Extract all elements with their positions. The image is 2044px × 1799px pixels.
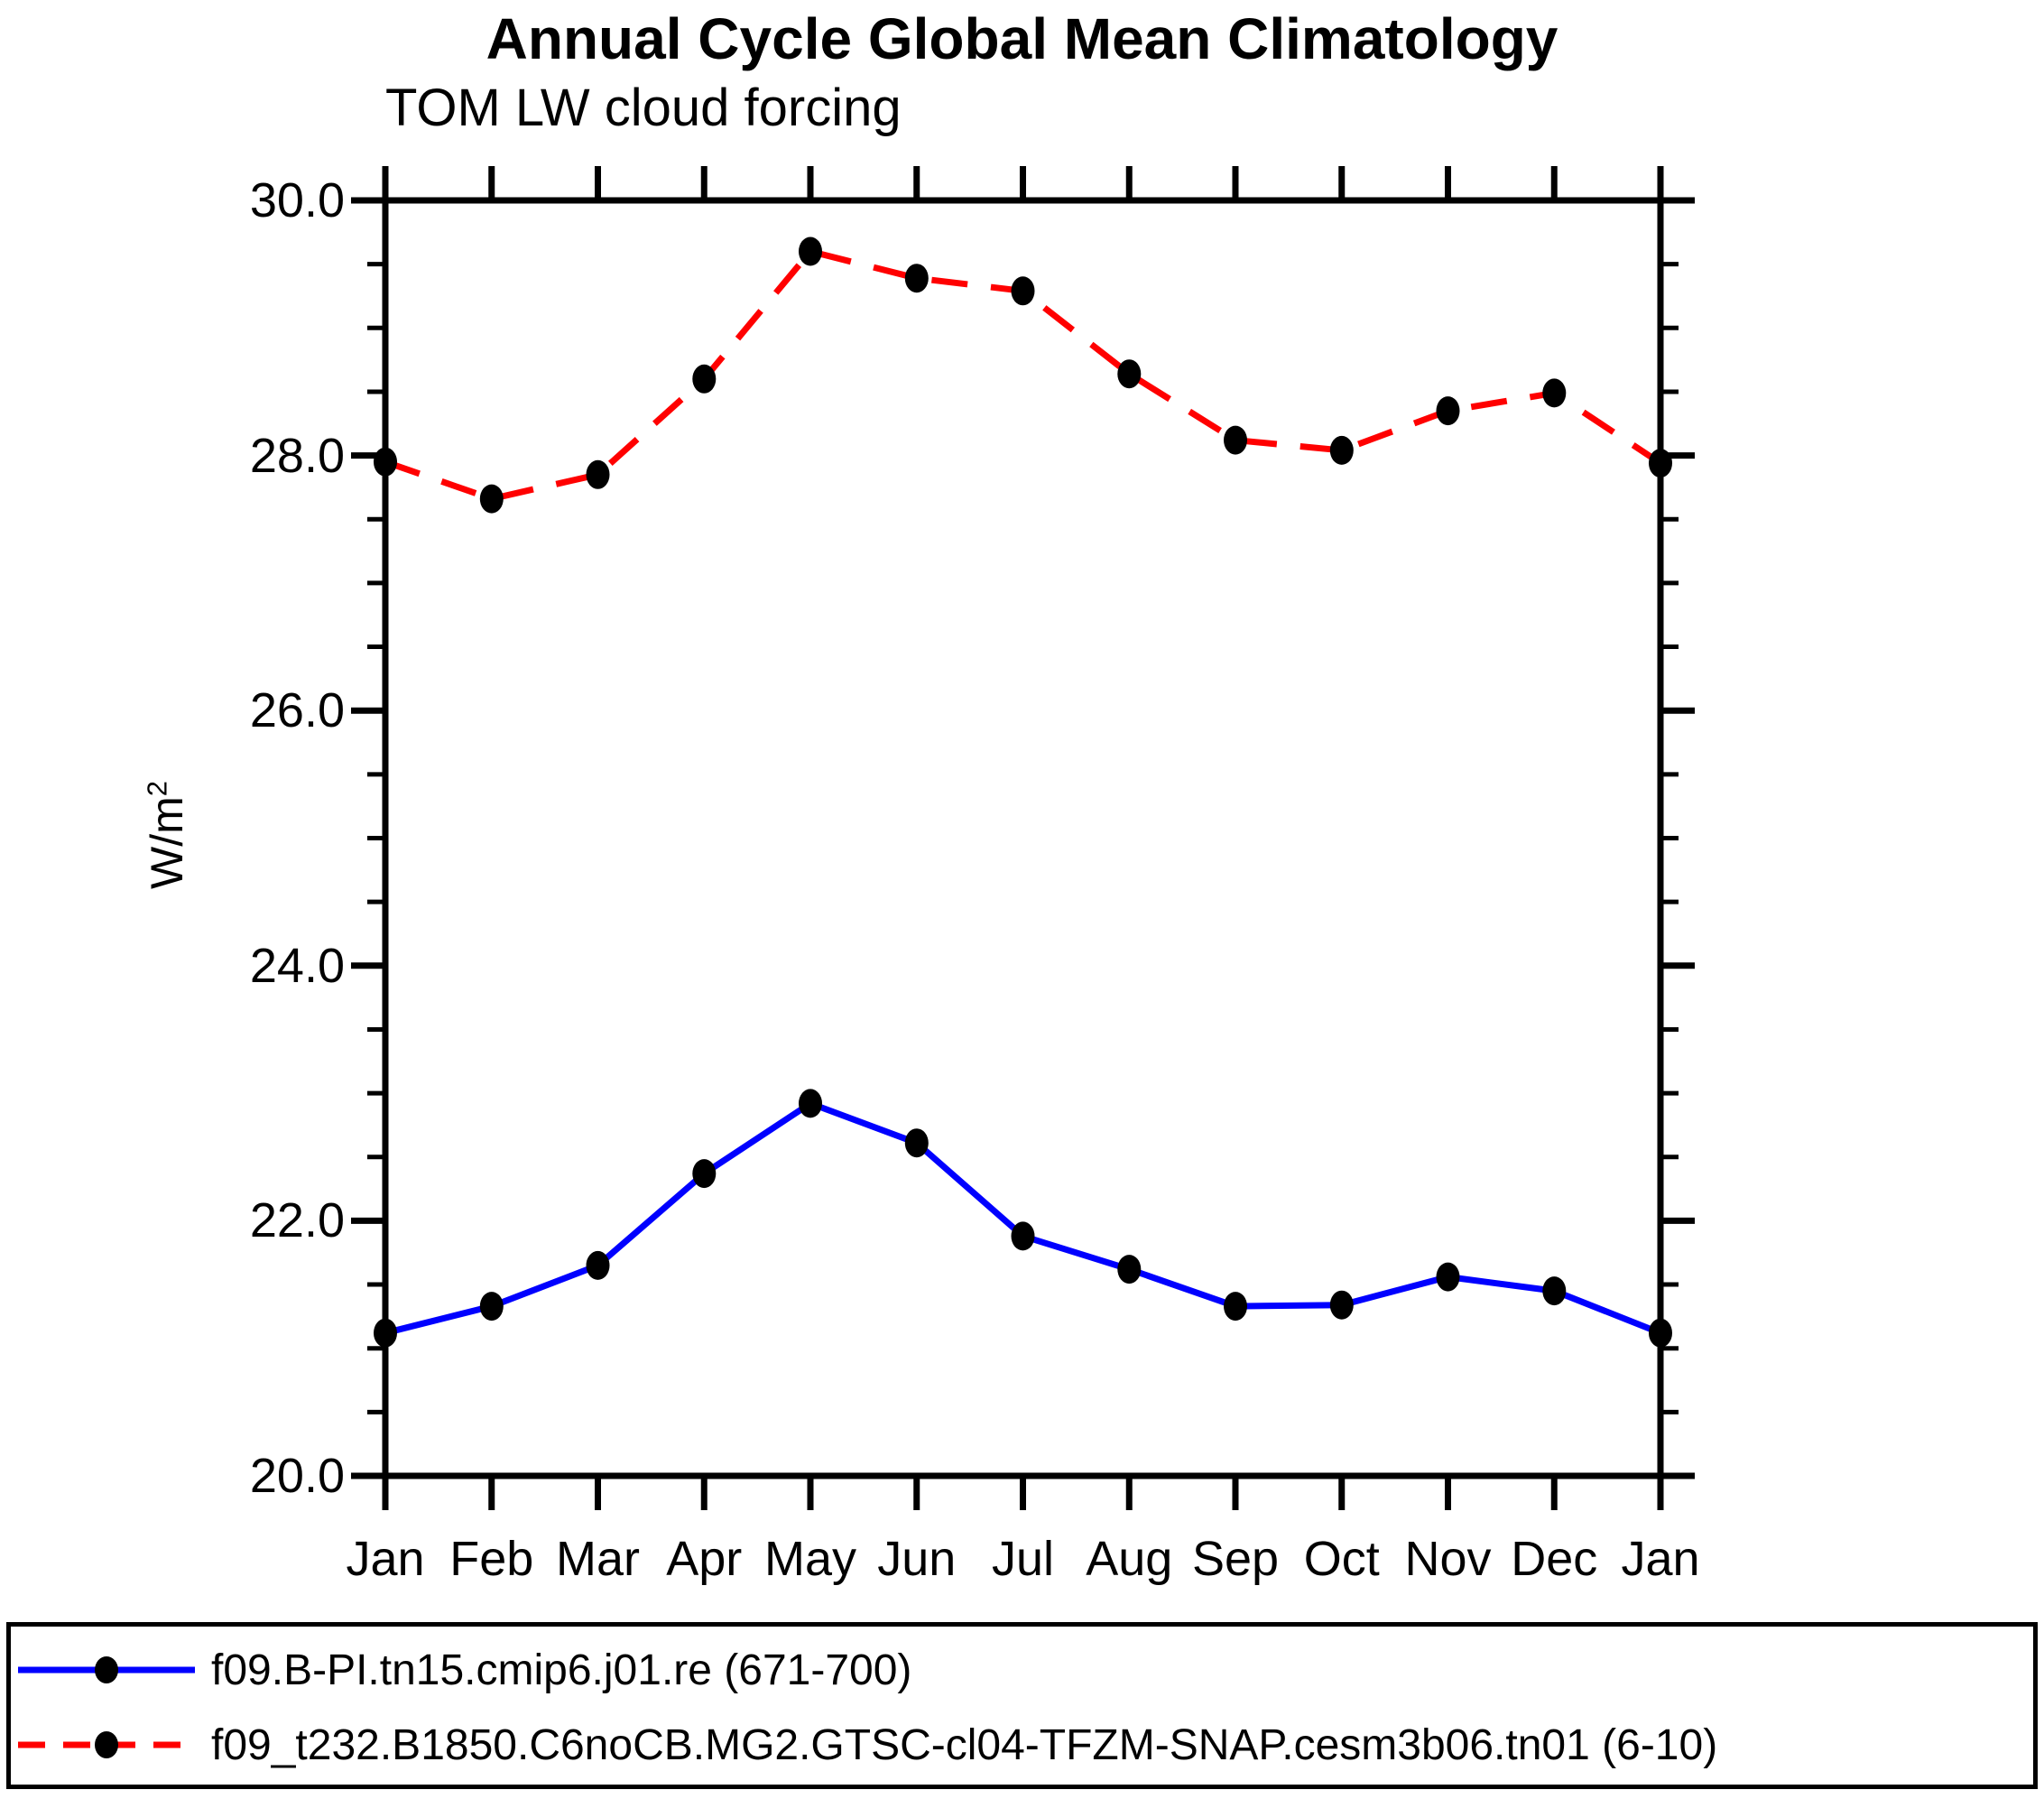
y-tick-label: 22.0 [249, 1193, 345, 1248]
data-point [586, 459, 610, 489]
x-tick-label: May [763, 1532, 856, 1586]
legend-entry: f09.B-PI.tn15.cmip6.j01.re (671-700) [11, 1641, 911, 1699]
x-tick-label: Dec [1511, 1532, 1598, 1586]
data-point [479, 484, 504, 514]
chart-subtitle: TOM LW cloud forcing [385, 79, 902, 137]
legend-entry-label: f09.B-PI.tn15.cmip6.j01.re (671-700) [211, 1646, 912, 1694]
x-tick-label: Apr [666, 1532, 743, 1586]
legend-marker [95, 1731, 118, 1758]
data-point [374, 447, 397, 477]
x-tick-label: Oct [1303, 1532, 1380, 1586]
data-point [1436, 1262, 1460, 1292]
data-point [799, 236, 822, 266]
data-point [904, 264, 929, 293]
data-point [586, 1250, 610, 1280]
data-point [1117, 1255, 1142, 1284]
data-point [692, 364, 717, 394]
data-point [374, 1318, 397, 1348]
legend-line-sample [18, 1731, 195, 1758]
data-point [799, 1089, 822, 1118]
x-tick-label: Jun [877, 1532, 957, 1586]
x-tick-label: Jan [1621, 1532, 1700, 1586]
x-tick-label: Sep [1191, 1532, 1280, 1586]
legend-marker [95, 1656, 118, 1683]
data-point [1542, 1276, 1567, 1306]
data-point [692, 1159, 717, 1189]
y-tick-label: 26.0 [249, 683, 345, 738]
x-tick-label: Mar [556, 1532, 640, 1586]
x-tick-label: Feb [449, 1532, 534, 1586]
data-point [1649, 449, 1672, 478]
data-point [1329, 435, 1354, 465]
x-tick-label: Aug [1086, 1532, 1173, 1586]
data-point [479, 1292, 504, 1321]
data-point [1649, 1318, 1672, 1348]
data-point [1117, 359, 1142, 389]
data-point [1436, 396, 1460, 426]
legend: f09.B-PI.tn15.cmip6.j01.re (671-700) f09_… [6, 1622, 2038, 1789]
data-point [1542, 378, 1567, 408]
legend-entry-label: f09_t232.B1850.C6noCB.MG2.GTSC-cl04-TFZM… [211, 1720, 1718, 1769]
y-tick-label: 28.0 [249, 428, 345, 483]
x-tick-label: Jan [346, 1532, 425, 1586]
legend-entry: f09_t232.B1850.C6noCB.MG2.GTSC-cl04-TFZM… [11, 1716, 1717, 1774]
legend-line-sample [18, 1656, 195, 1683]
data-point [1011, 1221, 1035, 1251]
series-line-0 [384, 1099, 1662, 1337]
plot-frame [382, 197, 1664, 1479]
y-tick-label: 20.0 [249, 1449, 345, 1503]
chart-title: Annual Cycle Global Mean Climatology [486, 6, 1558, 71]
y-tick-label: 30.0 [249, 173, 345, 227]
x-tick-label: Jul [991, 1532, 1055, 1586]
data-point [904, 1128, 929, 1158]
y-tick-label: 24.0 [249, 938, 345, 993]
data-point [1224, 425, 1247, 455]
x-tick-label: Nov [1404, 1532, 1492, 1586]
data-point [1011, 276, 1035, 306]
data-point [1329, 1290, 1354, 1320]
data-point [1224, 1292, 1247, 1321]
